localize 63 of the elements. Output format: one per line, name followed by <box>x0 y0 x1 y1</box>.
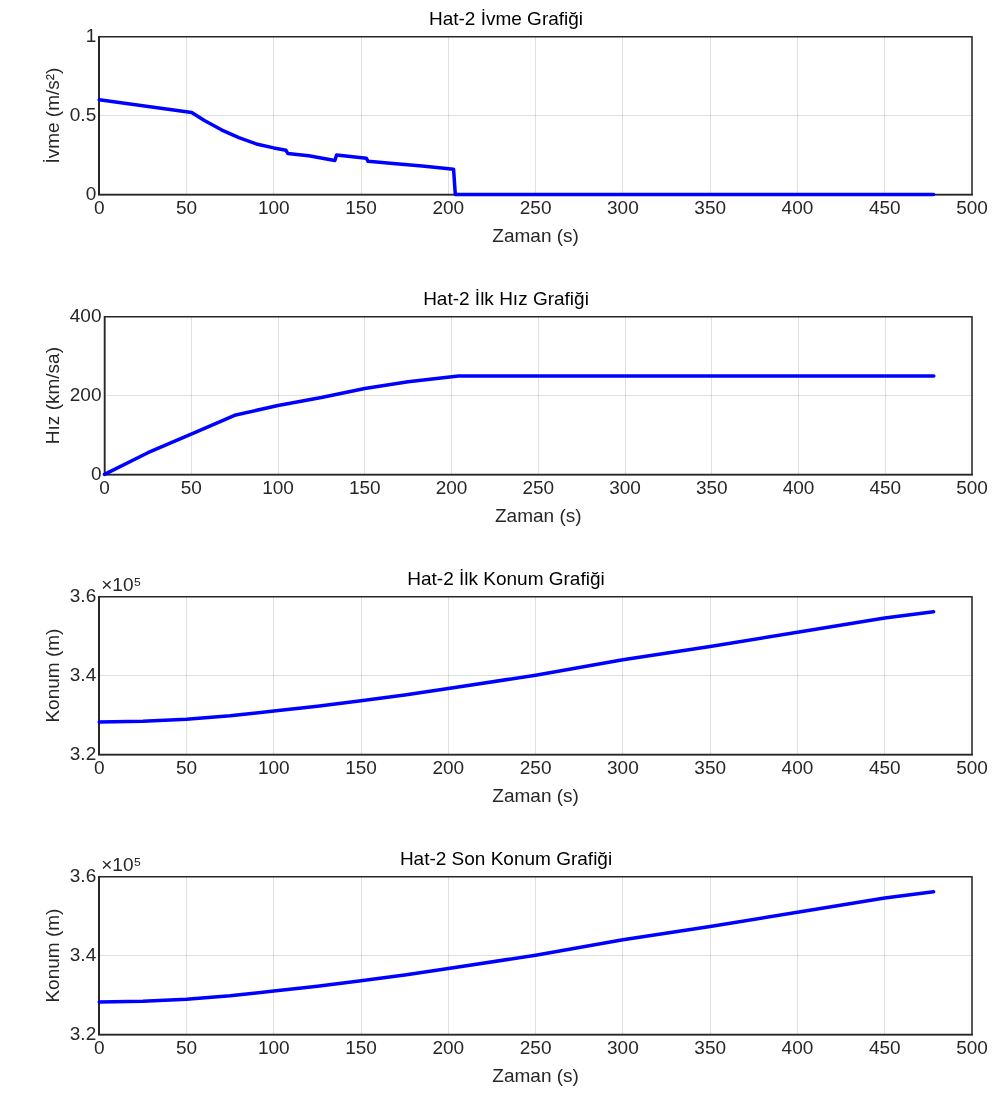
y-axis-title: Konum (m) <box>41 908 63 1003</box>
x-tick-label: 300 <box>607 1037 639 1059</box>
y-tick-label: 3.6 <box>69 585 97 607</box>
x-tick-label: 100 <box>262 477 294 499</box>
x-tick-label: 200 <box>432 757 465 779</box>
x-tick-label: 350 <box>694 197 727 219</box>
x-tick-label: 500 <box>956 1037 988 1059</box>
y-axis-title: İvme (m/s²) <box>41 67 63 164</box>
x-tick-label: 50 <box>175 1037 198 1059</box>
x-tick-label: 400 <box>781 757 814 779</box>
x-tick-label: 50 <box>175 197 198 219</box>
x-tick-label: 450 <box>868 757 901 779</box>
y-tick-label: 200 <box>69 383 102 405</box>
x-tick-label: 500 <box>956 757 988 779</box>
x-tick-label: 350 <box>694 1037 727 1059</box>
text: ×10⁵ <box>101 853 142 875</box>
x-tick-label: 400 <box>782 477 815 499</box>
x-tick-label: 450 <box>869 477 902 499</box>
x-tick-label: 50 <box>175 757 198 779</box>
y-tick-label: 0 <box>90 462 102 484</box>
x-tick-label: 350 <box>694 757 727 779</box>
x-tick-label: 450 <box>868 1037 901 1059</box>
x-tick-label: 50 <box>180 477 202 499</box>
x-tick-label: 500 <box>956 477 988 499</box>
chart-title: Hat-2 Son Konum Grafiği <box>399 847 613 869</box>
text: ×10⁵ <box>101 573 142 595</box>
x-tick-label: 350 <box>695 477 728 499</box>
x-tick-label: 400 <box>781 1037 814 1059</box>
y-tick-label: 1 <box>85 25 97 47</box>
chart-title: Hat-2 İvme Grafiği <box>428 7 584 29</box>
x-tick-label: 100 <box>257 1037 290 1059</box>
y-tick-label: 0.5 <box>69 103 97 125</box>
x-tick-label: 100 <box>257 197 290 219</box>
x-tick-label: 250 <box>519 1037 552 1059</box>
x-tick-label: 200 <box>435 477 468 499</box>
x-tick-label: 150 <box>345 1037 377 1059</box>
x-tick-label: 500 <box>956 197 988 219</box>
x-tick-label: 150 <box>345 757 377 779</box>
chart-title: Hat-2 İlk Hız Grafiği <box>423 287 589 309</box>
x-tick-label: 400 <box>781 197 814 219</box>
x-tick-label: 200 <box>432 197 465 219</box>
y-axis-title: Konum (m) <box>41 628 63 723</box>
x-tick-label: 100 <box>257 757 290 779</box>
x-tick-label: 250 <box>522 477 555 499</box>
x-tick-label: 300 <box>607 197 639 219</box>
y-tick-label: 3.4 <box>69 943 97 965</box>
y-tick-label: 3.4 <box>69 663 97 685</box>
x-tick-label: 300 <box>607 757 639 779</box>
chart-title: Hat-2 İlk Konum Grafiği <box>407 567 605 589</box>
x-tick-label: 150 <box>348 477 381 499</box>
x-tick-label: 450 <box>868 197 901 219</box>
x-tick-label: 250 <box>519 197 552 219</box>
x-axis-title: Zaman (s) <box>492 224 579 246</box>
x-axis-title: Zaman (s) <box>492 784 579 806</box>
y-axis-title: Hız (km/sa) <box>41 347 63 445</box>
y-tick-label: 400 <box>69 305 102 327</box>
x-tick-label: 250 <box>519 757 552 779</box>
x-axis-title: Zaman (s) <box>494 504 582 526</box>
x-tick-label: 300 <box>609 477 641 499</box>
x-tick-label: 200 <box>432 1037 465 1059</box>
x-tick-label: 150 <box>345 197 377 219</box>
x-axis-title: Zaman (s) <box>492 1064 579 1086</box>
y-tick-label: 3.6 <box>69 865 97 887</box>
